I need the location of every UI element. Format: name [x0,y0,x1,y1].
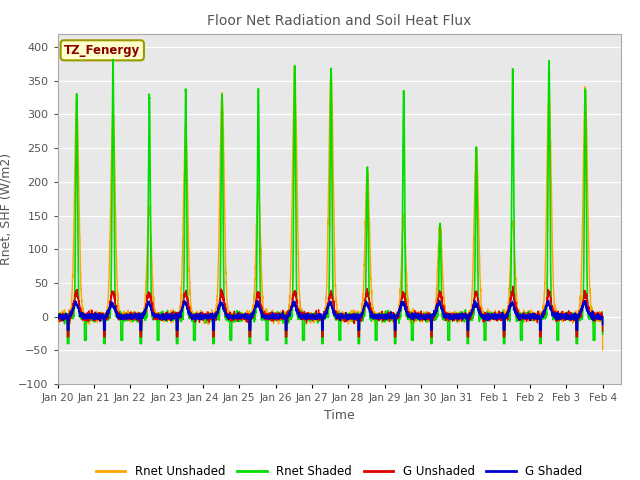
G Shaded [547,308,555,313]
G Shaded [393,313,401,319]
G Unshaded [206,315,214,321]
Rnet Unshaded [291,64,298,70]
Rnet Shaded [206,313,214,319]
G Unshaded [63,334,71,340]
Rnet Unshaded [393,313,401,319]
Title: Floor Net Radiation and Soil Heat Flux: Floor Net Radiation and Soil Heat Flux [207,14,472,28]
Rnet Unshaded [170,308,178,314]
Line: Rnet Unshaded: Rnet Unshaded [58,67,603,350]
G Shaded [171,314,179,320]
Rnet Shaded [383,311,391,317]
Rnet Shaded [598,313,606,319]
G Shaded [599,322,607,327]
Rnet Shaded [54,312,61,318]
G Unshaded [383,313,391,319]
Rnet Unshaded [206,310,214,316]
G Unshaded [547,297,555,302]
Rnet Unshaded [598,314,606,320]
Rnet Shaded [171,314,179,320]
Line: G Shaded: G Shaded [58,300,603,330]
G Unshaded [509,283,516,289]
G Shaded [383,314,391,320]
Rnet Unshaded [383,317,391,323]
G Shaded [598,313,606,319]
Rnet Unshaded [547,161,555,167]
G Unshaded [54,314,61,320]
Y-axis label: Rnet, SHF (W/m2): Rnet, SHF (W/m2) [0,153,13,265]
Line: Rnet Shaded: Rnet Shaded [58,60,603,344]
Rnet Shaded [547,295,555,300]
G Shaded [206,314,214,320]
Rnet Shaded [599,331,607,337]
G Shaded [54,314,61,320]
G Unshaded [598,313,606,319]
Legend: Rnet Unshaded, Rnet Shaded, G Unshaded, G Shaded: Rnet Unshaded, Rnet Shaded, G Unshaded, … [91,460,588,480]
Rnet Shaded [63,341,71,347]
G Shaded [545,298,552,303]
G Unshaded [171,315,179,321]
Rnet Shaded [393,311,401,317]
Line: G Unshaded: G Unshaded [58,286,603,337]
X-axis label: Time: Time [324,408,355,421]
G Shaded [63,327,71,333]
Rnet Unshaded [599,347,607,353]
Rnet Shaded [109,57,116,62]
Rnet Unshaded [54,314,61,320]
G Unshaded [599,328,607,334]
Text: TZ_Fenergy: TZ_Fenergy [64,44,140,57]
G Unshaded [393,314,401,320]
